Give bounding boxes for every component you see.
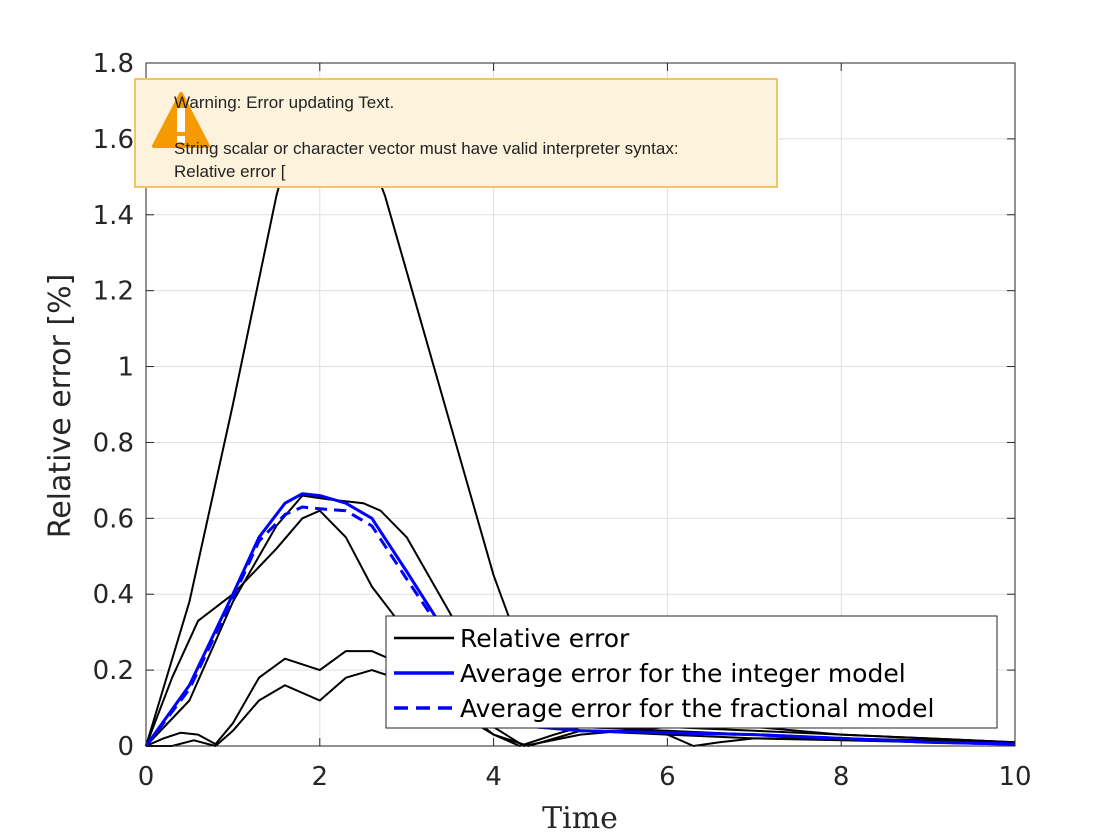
x-axis-label: Time — [542, 801, 618, 836]
legend-label: Relative error — [460, 624, 630, 653]
legend-box — [385, 615, 998, 729]
y-tick-label: 0.4 — [93, 580, 134, 610]
x-tick-label: 10 — [998, 762, 1031, 792]
warning-message: Warning: Error updating Text. String sca… — [174, 93, 679, 181]
y-tick-label: 1 — [117, 353, 134, 383]
legend-label: Average error for the fractional model — [460, 694, 934, 723]
y-tick-label: 0.6 — [93, 504, 134, 534]
series-line-dashed — [144, 505, 1016, 747]
y-tick-label: 1.8 — [93, 49, 134, 79]
y-tick-label: 1.2 — [93, 277, 134, 307]
x-tick-label: 6 — [659, 762, 676, 792]
x-tick-label: 2 — [312, 762, 329, 792]
y-tick-label: 1.4 — [93, 201, 134, 231]
y-tick-label: 1.6 — [93, 125, 134, 155]
y-axis-ticks: 0 0.2 0.4 0.6 0.8 1 1.2 1.4 1.6 1.8 — [93, 49, 1015, 762]
warning-banner: Warning: Error updating Text. String sca… — [134, 78, 778, 188]
y-tick-label: 0.8 — [93, 428, 134, 458]
y-axis-label: Relative error [%] — [43, 274, 78, 539]
axes-box — [145, 62, 1016, 747]
y-tick-label: 0 — [117, 732, 134, 762]
x-tick-label: 0 — [138, 762, 155, 792]
legend: Relative error Average error for the inte… — [385, 615, 998, 729]
warning-triangle-icon — [152, 92, 210, 148]
x-tick-label: 4 — [485, 762, 502, 792]
x-axis-ticks: 0 2 4 6 8 10 — [138, 63, 1032, 792]
legend-label: Average error for the integer model — [460, 659, 906, 688]
y-tick-label: 0.2 — [93, 656, 134, 686]
x-tick-label: 8 — [833, 762, 850, 792]
